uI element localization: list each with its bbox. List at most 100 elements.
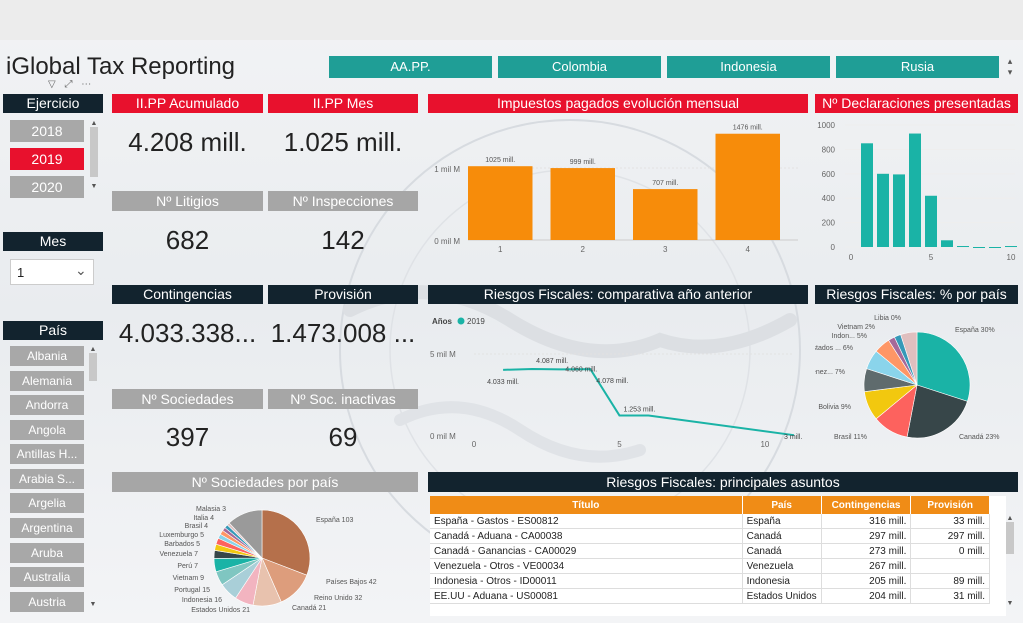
year-2019-button[interactable]: 2019 <box>10 148 84 170</box>
data-label: 4.087 mill. <box>536 358 568 365</box>
litigios-value: 682 <box>165 225 210 255</box>
table-cell: 267 mill. <box>821 558 912 574</box>
data-label: 3 mill. <box>784 434 802 441</box>
pais-item[interactable]: Argentina <box>10 518 84 538</box>
tab-colombia[interactable]: Colombia <box>498 56 661 78</box>
year-2020-button[interactable]: 2020 <box>10 176 84 198</box>
table-cell: EE.UU - Aduana - US00081 <box>430 588 743 604</box>
x-tick-label: 0 <box>472 440 477 449</box>
table-cell: 316 mill. <box>821 514 912 529</box>
legend-entry: 2019 <box>467 317 485 326</box>
y-tick-label: 5 mil M <box>430 350 456 359</box>
tab-indonesia[interactable]: Indonesia <box>667 56 830 78</box>
slice-label: Indon... 5% <box>832 333 867 340</box>
slice-label: Venez... 7% <box>815 369 845 376</box>
table-cell: Indonesia - Otros - ID00011 <box>430 573 743 589</box>
data-label: 707 mill. <box>652 180 678 187</box>
table-cell: 31 mill. <box>910 588 990 604</box>
pais-item[interactable]: Antillas H... <box>10 444 84 464</box>
bar <box>957 246 969 248</box>
col-provision[interactable]: Provisión <box>910 496 990 514</box>
pais-scrollbar[interactable]: ▲ ▼ <box>89 346 97 608</box>
table-row[interactable]: EE.UU - Aduana - US00081 Estados Unidos 20… <box>430 588 990 604</box>
pais-item[interactable]: Andorra <box>10 395 84 415</box>
table-cell: 89 mill. <box>910 573 990 589</box>
bar <box>989 247 1001 248</box>
bar <box>861 143 873 247</box>
x-tick-label: 5 <box>617 440 622 449</box>
table-row[interactable]: Canadá - Aduana - CA00038 Canadá 297 mill.… <box>430 528 990 544</box>
slice-label: Italia 4 <box>193 515 214 522</box>
pais-item[interactable]: Aruba <box>10 543 84 563</box>
sociedades-pais-title: Nº Sociedades por país <box>112 472 418 492</box>
pais-item[interactable]: Angola <box>10 420 84 440</box>
pais-item[interactable]: Albania <box>10 346 84 366</box>
riesgos-comparativa-chart: Años 2019 0 mil M 5 mil M 4.033 mill. 4.087 m… <box>430 317 802 449</box>
riesgos-comparativa-title: Riesgos Fiscales: comparativa año anteri… <box>428 285 808 304</box>
slice-label: Portugal 15 <box>174 587 210 594</box>
slice-label: Reino Unido 32 <box>314 595 362 602</box>
tabs-scroll-icon[interactable]: ▴ ▾ <box>1007 56 1013 77</box>
page-title: iGlobal Tax Reporting <box>6 53 236 80</box>
col-pais[interactable]: País <box>742 496 822 514</box>
pais-item[interactable]: Alemania <box>10 371 84 391</box>
impuestos-chart: 0 mil M 1 mil M 1025 mill. 1 999 mill. 2 707 m… <box>434 125 798 254</box>
mes-dropdown[interactable]: 1 ⌄ <box>10 259 94 285</box>
mes-header: Mes <box>3 232 103 251</box>
bar <box>877 173 889 247</box>
declaraciones-chart-title: Nº Declaraciones presentadas <box>815 94 1018 113</box>
table-cell: 297 mill. <box>910 528 990 544</box>
slice-label: España 30% <box>955 327 995 334</box>
slice-label: Indonesia 16 <box>182 597 222 604</box>
bar <box>715 133 780 240</box>
table-cell: Indonesia <box>742 573 822 589</box>
col-titulo[interactable]: Título <box>430 496 743 514</box>
x-tick-label: 3 <box>663 245 668 254</box>
table-cell: 273 mill. <box>821 543 912 559</box>
y-tick-label: 0 mil M <box>434 237 460 246</box>
data-label: 1476 mill. <box>733 125 763 132</box>
contingencias-header: Contingencias <box>112 285 263 304</box>
table-cell: Canadá <box>742 543 822 559</box>
pie-slice <box>916 331 971 402</box>
slice-label: Países Bajos 42 <box>326 579 377 586</box>
soc-inactivas-value: 69 <box>328 422 358 452</box>
bar <box>925 195 937 247</box>
bar <box>893 174 905 247</box>
legend-title: Años <box>432 317 453 326</box>
y-tick-label: 800 <box>822 145 836 154</box>
x-tick-label: 10 <box>1007 253 1016 262</box>
iipp-mes-value: 1.025 mill. <box>283 127 403 157</box>
filter-icon[interactable]: ▽ ⤢ ⋯ <box>48 79 95 90</box>
year-2018-button[interactable]: 2018 <box>10 120 84 142</box>
pais-item[interactable]: Australia <box>10 567 84 587</box>
slice-label: España 103 <box>316 517 353 524</box>
tab-rusia[interactable]: Rusia <box>836 56 999 78</box>
pie-slice <box>906 384 968 439</box>
iipp-acumulado-value: 4.208 mill. <box>128 127 247 157</box>
slice-label: Estados Unidos 21 <box>191 607 250 614</box>
y-tick-label: 400 <box>822 194 836 203</box>
sociedades-value: 397 <box>165 422 210 452</box>
table-scrollbar[interactable]: ▲ ▼ <box>1006 515 1014 607</box>
mes-value: 1 <box>17 265 25 280</box>
slice-label: Libia 0% <box>874 315 901 322</box>
table-row[interactable]: Venezuela - Otros - VE00034 Venezuela 267 … <box>430 558 990 574</box>
table-cell: 0 mill. <box>910 543 990 559</box>
tab-aapp[interactable]: AA.PP. <box>329 56 492 78</box>
x-tick-label: 2 <box>581 245 586 254</box>
pais-item[interactable]: Argelia <box>10 493 84 513</box>
y-tick-label: 600 <box>822 170 836 179</box>
series-line <box>503 367 795 437</box>
pais-item[interactable]: Arabia S... <box>10 469 84 489</box>
tabla-title: Riesgos Fiscales: principales asuntos <box>428 472 1018 492</box>
table-row[interactable]: Indonesia - Otros - ID00011 Indonesia 205 … <box>430 573 990 589</box>
pais-header: País <box>3 321 103 340</box>
table-cell: Canadá - Ganancias - CA00029 <box>430 543 743 559</box>
col-contingencias[interactable]: Contingencias <box>821 496 912 514</box>
table-row[interactable]: España - Gastos - ES00812 España 316 mill.… <box>430 514 990 529</box>
ejercicio-scrollbar[interactable]: ▲ ▼ <box>90 120 98 190</box>
pais-item[interactable]: Austria <box>10 592 84 612</box>
table-row[interactable]: Canadá - Ganancias - CA00029 Canadá 273 mi… <box>430 543 990 559</box>
slice-label: Malasia 3 <box>196 506 226 513</box>
